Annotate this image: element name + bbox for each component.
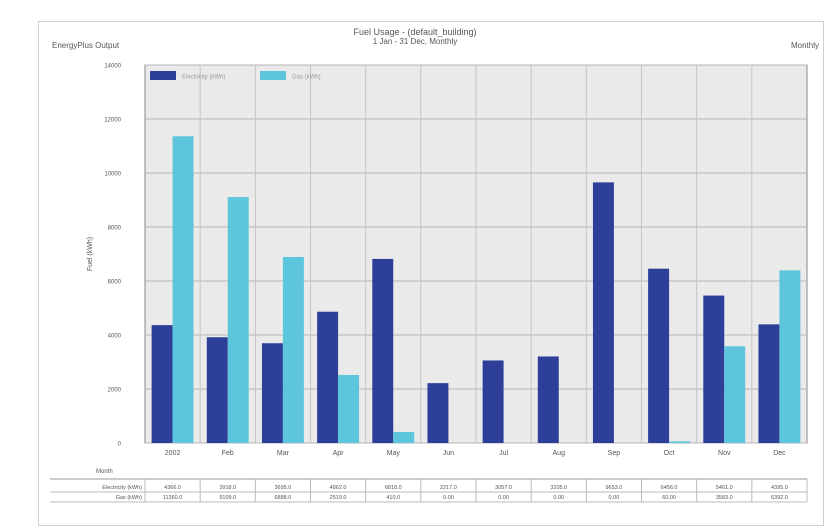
y-tick-label: 14000: [104, 64, 121, 70]
y-tick-label: 2000: [108, 388, 122, 394]
y-tick-label: 8000: [108, 226, 122, 232]
x-tick-label: Oct: [664, 450, 675, 457]
table-cell: 9653.0: [606, 485, 623, 491]
bar-gas: [282, 257, 304, 443]
bar-electricity: [648, 268, 670, 443]
y-tick-label: 0: [118, 442, 122, 448]
bar-gas: [393, 431, 415, 443]
bar-electricity: [317, 311, 339, 443]
x-tick-label: Jul: [499, 450, 508, 457]
x-tick-label: May: [387, 450, 401, 457]
legend-swatch: [150, 71, 176, 80]
x-tick-label: Nov: [718, 450, 731, 457]
table-cell: 4366.0: [164, 485, 181, 491]
bar-gas: [669, 441, 691, 443]
bar-electricity: [206, 337, 228, 443]
bar-group: [151, 136, 801, 443]
y-tick-label: 10000: [104, 172, 121, 178]
axes: 0 2000 4000 6000 8000 10000 12000 14000 2002 Feb M…: [104, 64, 786, 458]
bar-electricity: [703, 295, 725, 443]
table-cell: 5461.0: [716, 485, 733, 491]
header-right-label: Monthly: [790, 41, 819, 50]
legend: Electricity (kWh) Gas (kWh): [150, 71, 321, 81]
table-cell: 3695.0: [275, 485, 292, 491]
bar-electricity: [482, 360, 504, 443]
table-cell: 4395.0: [771, 485, 788, 491]
header-left-label: EnergyPlus Output: [52, 41, 120, 50]
table-cell: 6392.0: [771, 495, 788, 501]
table-row-label: Electricity (kWh): [102, 485, 142, 491]
bar-gas: [172, 136, 194, 443]
table-cell: 2519.0: [330, 495, 347, 501]
bar-gas: [227, 197, 249, 443]
y-tick-label: 4000: [108, 334, 122, 340]
bar-gas: [724, 346, 746, 443]
bar-electricity: [592, 182, 614, 443]
table-cell: 6456.0: [661, 485, 678, 491]
table-row-label: Gas (kWh): [116, 495, 142, 501]
table-cell: 0.00: [498, 495, 509, 501]
table-cell: 3583.0: [716, 495, 733, 501]
table-cell: 0.00: [443, 495, 454, 501]
table-cell: 6818.0: [385, 485, 402, 491]
table-cell: 410.0: [386, 495, 400, 501]
table-cell: 3205.0: [550, 485, 567, 491]
data-table: Month Electricity (kWh) 4366.0 3918.0 3695.0…: [50, 469, 808, 503]
table-cell: 11360.0: [163, 495, 182, 501]
table-cell: 3057.0: [495, 485, 512, 491]
legend-label: Gas (kWh): [292, 75, 321, 81]
table-cell: 2217.0: [440, 485, 457, 491]
x-tick-label: 2002: [165, 450, 181, 457]
x-tick-label: Apr: [333, 450, 345, 457]
x-tick-label: Mar: [277, 450, 290, 457]
grid-lines: [145, 64, 807, 444]
table-cell: 0.00: [609, 495, 620, 501]
y-axis-label: Fuel (kWh): [87, 237, 94, 271]
x-tick-label: Sep: [608, 450, 621, 457]
table-cell: 60.00: [662, 495, 676, 501]
table-header-label: Month: [96, 469, 113, 475]
legend-swatch: [260, 71, 286, 80]
bar-gas: [338, 374, 360, 443]
table-cell: 4862.0: [330, 485, 347, 491]
bar-electricity: [151, 325, 173, 443]
legend-label: Electricity (kWh): [182, 75, 225, 81]
table-cell: 0.00: [553, 495, 564, 501]
bar-electricity: [372, 258, 394, 443]
table-cell: 9109.0: [219, 495, 236, 501]
x-tick-label: Dec: [773, 450, 786, 457]
chart-title: Fuel Usage - (default_building): [353, 27, 477, 37]
x-tick-label: Jun: [443, 450, 454, 457]
bar-electricity: [537, 356, 559, 443]
table-cell: 6888.0: [275, 495, 292, 501]
x-tick-label: Feb: [222, 450, 234, 457]
bar-gas: [779, 270, 801, 443]
bar-electricity: [758, 324, 780, 443]
x-tick-label: Aug: [553, 450, 566, 457]
y-tick-label: 6000: [108, 280, 122, 286]
bar-electricity: [261, 343, 283, 443]
bar-electricity: [427, 383, 449, 443]
table-cell: 3918.0: [219, 485, 236, 491]
chart-subtitle: 1 Jan - 31 Dec, Monthly: [372, 37, 458, 46]
y-tick-label: 12000: [104, 118, 121, 124]
